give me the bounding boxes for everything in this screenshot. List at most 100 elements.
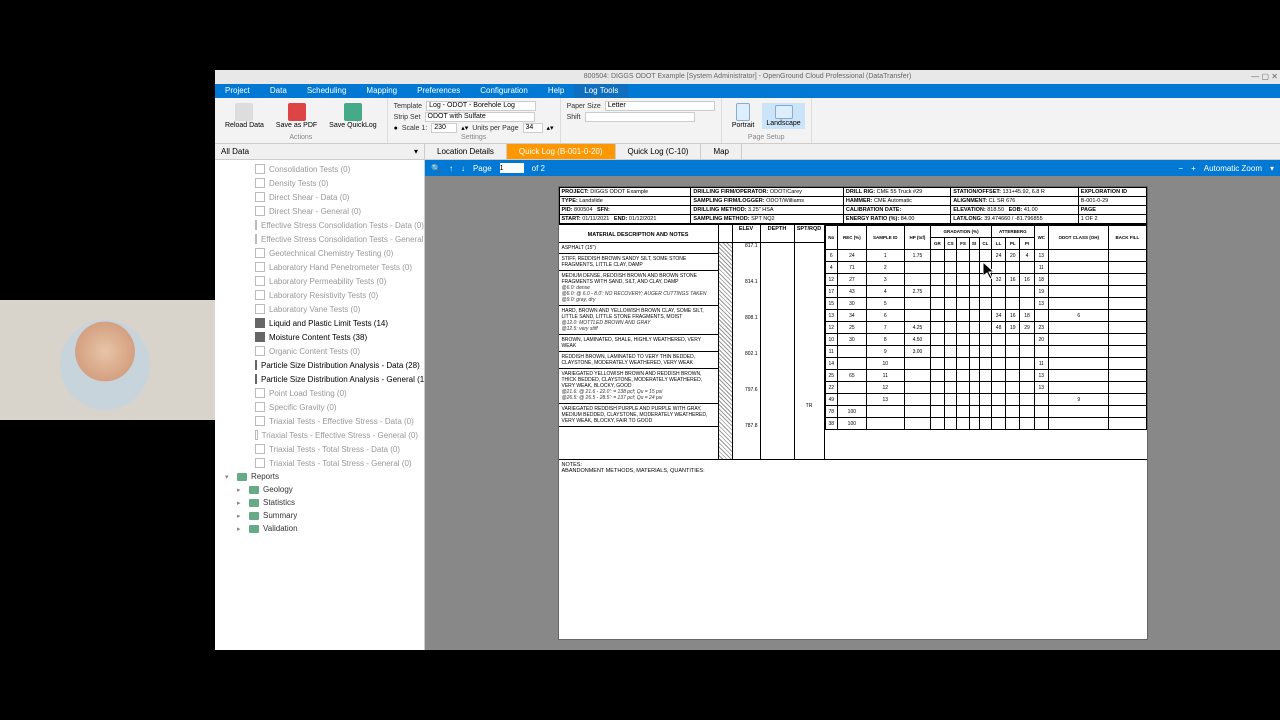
search-icon[interactable]: 🔍 [431,164,441,173]
tree-item[interactable]: Liquid and Plastic Limit Tests (14) [215,316,424,330]
template-dropdown[interactable]: Log - ODOT - Borehole Log [426,101,536,111]
spt-row: 103084.5020 [825,334,1146,346]
scale-stepper[interactable]: ▴▾ [461,124,468,132]
document-tabs: Location DetailsQuick Log (B-001-0-20)Qu… [425,144,1280,160]
window-titlebar: 800504: DIGGS ODOT Example [System Admin… [215,70,1280,84]
window-controls[interactable]: — ▢ ✕ [1251,70,1278,84]
subtab[interactable]: Quick Log (C-10) [616,144,702,159]
tree-item[interactable]: Triaxial Tests - Effective Stress - Data… [215,414,424,428]
zoom-in-icon[interactable]: + [1191,164,1196,173]
portrait-button[interactable]: Portrait [728,101,759,131]
tree-item[interactable]: Triaxial Tests - Total Stress - Data (0) [215,442,424,456]
content-area: All Data ▾ Consolidation Tests (0)Densit… [215,144,1280,650]
tree-item[interactable]: Organic Content Tests (0) [215,344,424,358]
tree-item[interactable]: Laboratory Permeability Tests (0) [215,274,424,288]
log-body: MATERIAL DESCRIPTION AND NOTES ASPHALT (… [559,224,1147,459]
papersize-label: Paper Size [567,103,601,110]
spt-row: 49139 [825,394,1146,406]
menu-tab-log-tools[interactable]: Log Tools [574,84,628,98]
ribbon-group-label: Settings [394,134,554,141]
units-input[interactable]: 34 [523,123,543,133]
tree-item[interactable]: Point Load Testing (0) [215,386,424,400]
tree-item[interactable]: Effective Stress Consolidation Tests - G… [215,232,424,246]
template-label: Template [394,103,422,110]
tree-item[interactable]: Particle Size Distribution Analysis - Ge… [215,372,424,386]
tree-folder-statistics[interactable]: ▸Statistics [215,496,424,509]
tree-item[interactable]: Direct Shear - General (0) [215,204,424,218]
tree-item[interactable]: Specific Gravity (0) [215,400,424,414]
spt-row: 1530513 [825,298,1146,310]
depth-column: DEPTH [761,225,795,459]
stratum-description: STIFF, REDDISH BROWN SANDY SILT, SOME ST… [559,254,718,271]
tree-folder-reports[interactable]: ▾Reports [215,470,424,483]
next-page-icon[interactable]: ↓ [461,164,465,173]
menu-tab-mapping[interactable]: Mapping [356,84,407,98]
subtab[interactable]: Map [701,144,742,159]
document-viewport[interactable]: PROJECT: DIGGS ODOT Example DRILLING FIR… [425,176,1280,650]
prev-page-icon[interactable]: ↑ [449,164,453,173]
page-number-input[interactable] [500,163,524,173]
menu-tab-project[interactable]: Project [215,84,260,98]
tree-folder-summary[interactable]: ▸Summary [215,509,424,522]
subtab[interactable]: Quick Log (B-001-0-20) [507,144,616,159]
tree-folder-validation[interactable]: ▸Validation [215,522,424,535]
reload-data-button[interactable]: Reload Data [221,101,268,131]
menu-tab-scheduling[interactable]: Scheduling [297,84,357,98]
tree-item[interactable]: Laboratory Vane Tests (0) [215,302,424,316]
save-quicklog-button[interactable]: Save QuickLog [325,101,380,131]
main-panel: Location DetailsQuick Log (B-001-0-20)Qu… [425,144,1280,650]
units-stepper[interactable]: ▴▾ [547,124,554,132]
zoom-caret-icon[interactable]: ▾ [1270,164,1274,173]
ribbon-actions-group: Reload Data Save as PDF Save QuickLog Ac… [215,98,388,143]
tree-item[interactable]: Direct Shear - Data (0) [215,190,424,204]
spt-row: 38100 [825,418,1146,430]
papersize-dropdown[interactable]: Letter [605,101,715,111]
ribbon-settings-group: Template Log - ODOT - Borehole Log Strip… [388,98,561,143]
ribbon-papersize-group: Paper Size Letter Shift [561,98,722,143]
zoom-out-icon[interactable]: − [1178,164,1183,173]
stratum-description: VARIEGATED REDDISH PURPLE AND PURPLE WIT… [559,404,718,427]
tree-item[interactable]: Laboratory Resistivity Tests (0) [215,288,424,302]
menu-tab-configuration[interactable]: Configuration [470,84,538,98]
presenter-avatar [60,320,150,410]
menu-tab-preferences[interactable]: Preferences [407,84,470,98]
tree-item[interactable]: Geotechnical Chemistry Testing (0) [215,246,424,260]
elevation-value: 787.8 [733,423,760,429]
subtab[interactable]: Location Details [425,144,507,159]
log-header-table: PROJECT: DIGGS ODOT Example DRILLING FIR… [559,187,1147,224]
ribbon-group-label: Page Setup [728,134,805,141]
viewer-toolbar: 🔍 ↑ ↓ Page of 2 − + Automatic Zoom ▾ [425,160,1280,176]
stratum-description: ASPHALT (15") [559,243,718,254]
elevation-value: 808.1 [733,315,760,321]
elevation-value: 797.6 [733,387,760,393]
tree-item[interactable]: Triaxial Tests - Total Stress - General … [215,456,424,470]
tree-folder-geology[interactable]: ▸Geology [215,483,424,496]
spt-rqd-column: SPT/RQD TR [795,225,825,459]
menu-tab-help[interactable]: Help [538,84,574,98]
save-pdf-button[interactable]: Save as PDF [272,101,321,131]
shift-dropdown[interactable] [585,112,695,122]
stripset-label: Strip Set [394,114,421,121]
spt-row: 25651113 [825,370,1146,382]
ribbon-pagesetup-group: Portrait Landscape Page Setup [722,98,812,143]
stripset-dropdown[interactable]: ODOT with Sulfate [425,112,535,122]
graphic-log-column [719,225,733,459]
tree-item[interactable]: Laboratory Hand Penetrometer Tests (0) [215,260,424,274]
menu-tab-data[interactable]: Data [260,84,297,98]
tree-item[interactable]: Particle Size Distribution Analysis - Da… [215,358,424,372]
sidebar: All Data ▾ Consolidation Tests (0)Densit… [215,144,425,650]
tree-item[interactable]: Moisture Content Tests (38) [215,330,424,344]
tree-item[interactable]: Consolidation Tests (0) [215,162,424,176]
ribbon-group-label: Actions [221,134,381,141]
tree-item[interactable]: Effective Stress Consolidation Tests - D… [215,218,424,232]
zoom-dropdown[interactable]: Automatic Zoom [1204,164,1262,173]
sidebar-header[interactable]: All Data ▾ [215,144,424,160]
tree-item[interactable]: Density Tests (0) [215,176,424,190]
tree-item[interactable]: Triaxial Tests - Effective Stress - Gene… [215,428,424,442]
test-data-column: No REC (%) SAMPLE ID HP (tsf) GRADATION … [825,225,1147,459]
landscape-button[interactable]: Landscape [762,103,804,129]
scale-input[interactable]: 230 [431,123,457,133]
window-title: 800504: DIGGS ODOT Example [System Admin… [584,73,912,80]
spt-row: 62411.752420413 [825,250,1146,262]
units-label: Units per Page [472,125,518,132]
